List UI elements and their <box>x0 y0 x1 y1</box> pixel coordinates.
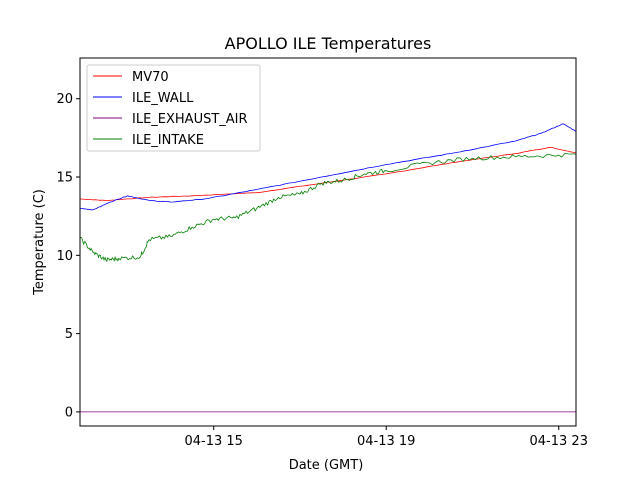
y-tick-label: 5 <box>65 327 73 342</box>
y-axis-label: Temperature (C) <box>32 189 47 296</box>
legend-label: MV70 <box>132 70 169 85</box>
series-line-ile-wall <box>80 123 576 211</box>
y-tick-label: 15 <box>56 171 73 186</box>
x-tick-label: 04-13 19 <box>357 434 415 449</box>
legend-label: ILE_INTAKE <box>132 133 204 148</box>
legend-label: ILE_EXHAUST_AIR <box>132 112 248 127</box>
x-axis-label: Date (GMT) <box>289 458 364 473</box>
x-tick-label: 04-13 23 <box>530 434 588 449</box>
y-tick-label: 0 <box>65 405 73 420</box>
y-axis: 0 5 10 15 20 <box>56 92 80 420</box>
chart-title: APOLLO ILE Temperatures <box>225 34 432 53</box>
x-tick-label: 04-13 15 <box>184 434 242 449</box>
series-layer <box>80 123 576 413</box>
y-tick-label: 10 <box>56 249 73 264</box>
legend: MV70 ILE_WALL ILE_EXHAUST_AIR ILE_INTAKE <box>86 64 261 152</box>
legend-label: ILE_WALL <box>132 91 194 106</box>
plot-frame <box>79 57 577 427</box>
legend-box <box>86 64 261 152</box>
y-tick-label: 20 <box>56 92 73 107</box>
series-line-ile-intake <box>80 152 576 263</box>
